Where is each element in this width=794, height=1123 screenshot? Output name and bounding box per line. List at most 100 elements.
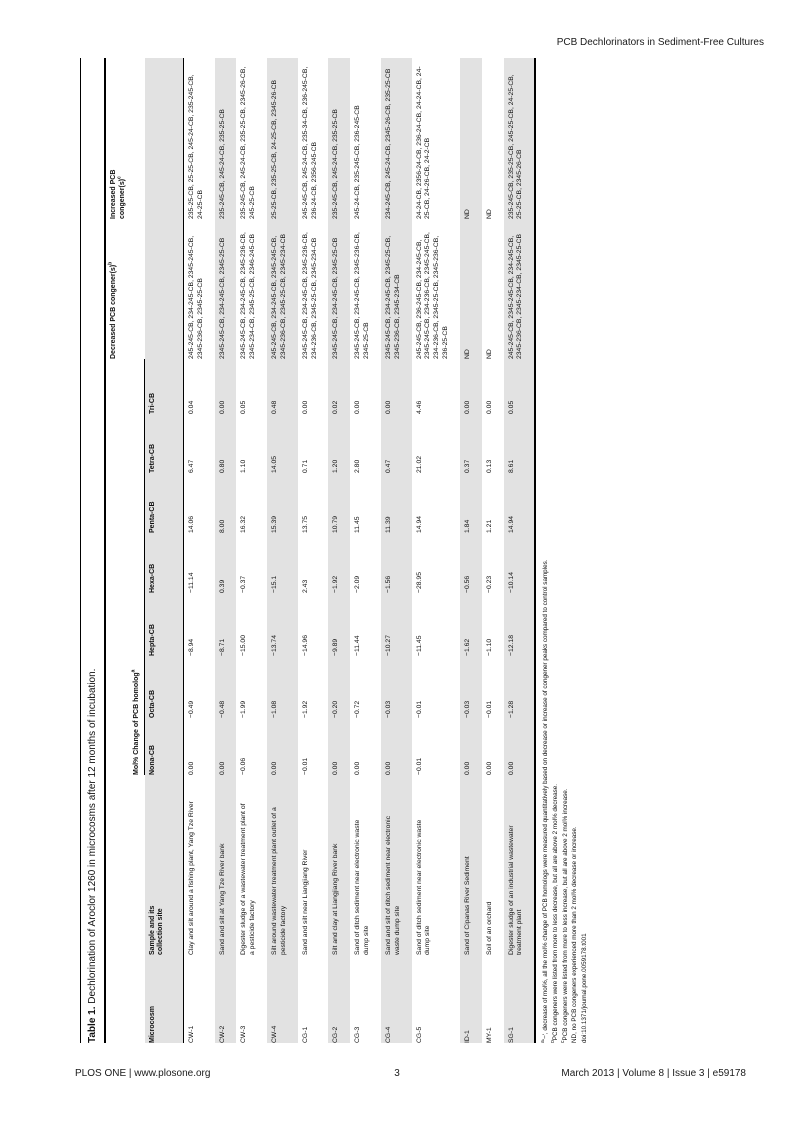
header-homolog-group-label: Mol% Change of PCB homolog bbox=[133, 672, 141, 775]
footnote-text: doi:10.1371/journal.pone.0059178.t001 bbox=[581, 933, 589, 1043]
header-homolog-nona-cb: Nona-CB bbox=[144, 718, 184, 775]
header-homolog-tri-cb: Tri-CB bbox=[144, 359, 184, 414]
homolog-value: 0.04 bbox=[188, 400, 195, 414]
homolog-value: −8.71 bbox=[218, 638, 226, 656]
homolog-value: −10.27 bbox=[384, 635, 392, 656]
microcosm-id: CG-5 bbox=[415, 1026, 423, 1043]
decreased-congeners: ND bbox=[463, 349, 471, 359]
microcosm-id: CG-4 bbox=[384, 1026, 392, 1043]
homolog-value: 0.47 bbox=[384, 459, 392, 473]
homolog-value: 1.21 bbox=[485, 519, 493, 533]
footnote-line: bPCB congeners were listed from more to … bbox=[551, 58, 561, 1043]
homolog-value: 0.37 bbox=[463, 459, 471, 473]
sample-site: Sand and silt near Liangjiang River bbox=[301, 849, 309, 955]
homolog-value: 14.06 bbox=[188, 515, 195, 533]
homolog-value: 16.32 bbox=[240, 515, 248, 533]
header-decreased-sup: b bbox=[107, 261, 114, 265]
footnote-sup: a bbox=[541, 1040, 546, 1043]
homolog-value: −0.06 bbox=[240, 757, 248, 775]
microcosm-id: CW-2 bbox=[218, 1025, 226, 1043]
rotated-table-block: Table 1. Dechlorination of Aroclor 1260 … bbox=[80, 58, 665, 1043]
homolog-value: 0.00 bbox=[463, 761, 471, 775]
footnote-text: PCB congeners were listed from more to l… bbox=[551, 784, 559, 1041]
footnote-text: '−', decrease of mol%, all the mol% chan… bbox=[542, 559, 550, 1041]
footnote-line: a'−', decrease of mol%, all the mol% cha… bbox=[541, 58, 551, 1044]
homolog-value: 1.20 bbox=[332, 459, 340, 473]
homolog-value: −0.48 bbox=[218, 700, 226, 718]
sample-site: Digester sludge of a wastewater treatmen… bbox=[240, 803, 257, 956]
homolog-value: 0.48 bbox=[271, 400, 279, 414]
table-row-cg-4: CG-4 Sand and silt of ditch sediment near… bbox=[380, 58, 412, 1043]
increased-congeners: 25-25-CB, 235-25-CB, 24-25-CB, 2345-26-C… bbox=[271, 79, 279, 219]
microcosm-id: MY-1 bbox=[485, 1027, 493, 1043]
homolog-value: 1.84 bbox=[463, 519, 471, 533]
homolog-value: 0.00 bbox=[301, 400, 309, 414]
header-row-2: Microcosm Sample and its collection site… bbox=[144, 58, 184, 1043]
homolog-value: 0.00 bbox=[507, 761, 515, 775]
table-row-my-1: MY-1 Soil of an orchard 0.00 −0.01 −1.10 −0.2… bbox=[482, 58, 504, 1043]
increased-congeners: ND bbox=[485, 209, 493, 219]
homolog-value: 0.00 bbox=[463, 400, 471, 414]
header-spacer-decreased bbox=[144, 219, 184, 359]
header-homolog-group: Mol% Change of PCB homologa bbox=[105, 359, 145, 775]
homolog-value: −0.20 bbox=[332, 700, 340, 718]
microcosm-id: CW-1 bbox=[188, 1025, 195, 1043]
table-footnotes: a'−', decrease of mol%, all the mol% cha… bbox=[541, 58, 590, 1044]
decreased-congeners: 245-245-CB, 234-245-CB, 2345-245-CB, 234… bbox=[188, 235, 204, 359]
footnote-sup: c bbox=[561, 1041, 566, 1044]
header-spacer-sample bbox=[105, 775, 145, 955]
homolog-value: −1.99 bbox=[240, 700, 248, 718]
decreased-congeners: 2345-245-CB, 234-245-CB, 2345-25-CB bbox=[332, 237, 340, 359]
increased-congeners: 235-25-CB, 25-25-CB, 245-24-CB, 235-245-… bbox=[188, 74, 204, 219]
table-row-sg-1: SG-1 Digester sludge of an industrial was… bbox=[503, 58, 536, 1043]
table-row-cw-3: CW-3 Digester sludge of a wastewater trea… bbox=[236, 58, 267, 1043]
header-spacer-increased bbox=[144, 58, 184, 219]
homolog-value: 0.00 bbox=[384, 761, 392, 775]
decreased-congeners: 2345-245-CB, 234-245-CB, 2345-236-CB, 23… bbox=[240, 232, 257, 359]
header-homolog-group-sup: a bbox=[130, 669, 137, 673]
homolog-value: 6.47 bbox=[188, 459, 195, 473]
header-homolog-penta-cb: Penta-CB bbox=[144, 473, 184, 533]
homolog-value: −13.74 bbox=[271, 635, 279, 656]
footer-page-number: 3 bbox=[394, 1068, 400, 1079]
sample-site: Sand of Cipanas River Sediment bbox=[463, 856, 471, 955]
homolog-value: −10.14 bbox=[507, 572, 515, 593]
sample-site: Sand and silt at Yang Tze River bank bbox=[218, 843, 226, 955]
sample-site: Sand of ditch sediment near electronic w… bbox=[415, 819, 432, 955]
homolog-value: −2.09 bbox=[354, 575, 362, 593]
decreased-congeners: 2345-245-CB, 234-245-CB, 2345-25-CB bbox=[218, 237, 226, 359]
page-footer: PLOS ONE | www.plosone.org 3 March 2013 … bbox=[0, 1068, 794, 1079]
homolog-value: −0.01 bbox=[301, 757, 309, 775]
header-homolog-octa-cb: Octa-CB bbox=[144, 656, 184, 718]
homolog-value: −1.28 bbox=[507, 700, 515, 718]
homolog-value: 13.75 bbox=[301, 515, 309, 533]
homolog-value: −0.01 bbox=[415, 700, 423, 718]
homolog-value: −1.08 bbox=[271, 700, 279, 718]
homolog-value: −1.10 bbox=[485, 638, 493, 656]
running-head: PCB Dechlorinators in Sediment-Free Cult… bbox=[556, 37, 764, 48]
sample-site: Digester sludge of an industrial wastewa… bbox=[507, 825, 524, 955]
homolog-value: −0.37 bbox=[240, 575, 248, 593]
homolog-value: 0.00 bbox=[332, 761, 340, 775]
homolog-value: 0.05 bbox=[240, 400, 248, 414]
decreased-congeners: 2345-245-CB, 234-245-CB, 2345-236-CB, 23… bbox=[354, 232, 371, 359]
header-increased: Increased PCB congener(s)c bbox=[105, 58, 145, 219]
data-table: Mol% Change of PCB homologa Decreased PC… bbox=[104, 58, 537, 1043]
homolog-value: 0.00 bbox=[384, 400, 392, 414]
footnote-line: ND, no PCB congeners experienced more th… bbox=[570, 58, 580, 1043]
homolog-value: 0.05 bbox=[507, 400, 515, 414]
table-caption: Table 1. Dechlorination of Aroclor 1260 … bbox=[87, 58, 98, 1043]
table-body: CW-1 Clay and silt around a fishing plant… bbox=[184, 58, 536, 1043]
homolog-value: 0.00 bbox=[188, 761, 195, 775]
microcosm-id: CW-4 bbox=[271, 1025, 279, 1043]
header-sample: Sample and its collection site bbox=[144, 775, 184, 955]
header-microcosm: Microcosm bbox=[144, 955, 184, 1043]
homolog-value: 0.00 bbox=[271, 761, 279, 775]
homolog-value: −8.94 bbox=[188, 638, 195, 656]
homolog-value: −9.89 bbox=[332, 638, 340, 656]
homolog-value: 14.94 bbox=[415, 515, 423, 533]
homolog-value: 0.00 bbox=[354, 761, 362, 775]
increased-congeners: 234-245-CB, 245-24-CB, 2345-26-CB, 235-2… bbox=[384, 68, 392, 219]
header-row-1: Mol% Change of PCB homologa Decreased PC… bbox=[105, 58, 145, 1043]
footnote-line: doi:10.1371/journal.pone.0059178.t001 bbox=[580, 58, 590, 1043]
